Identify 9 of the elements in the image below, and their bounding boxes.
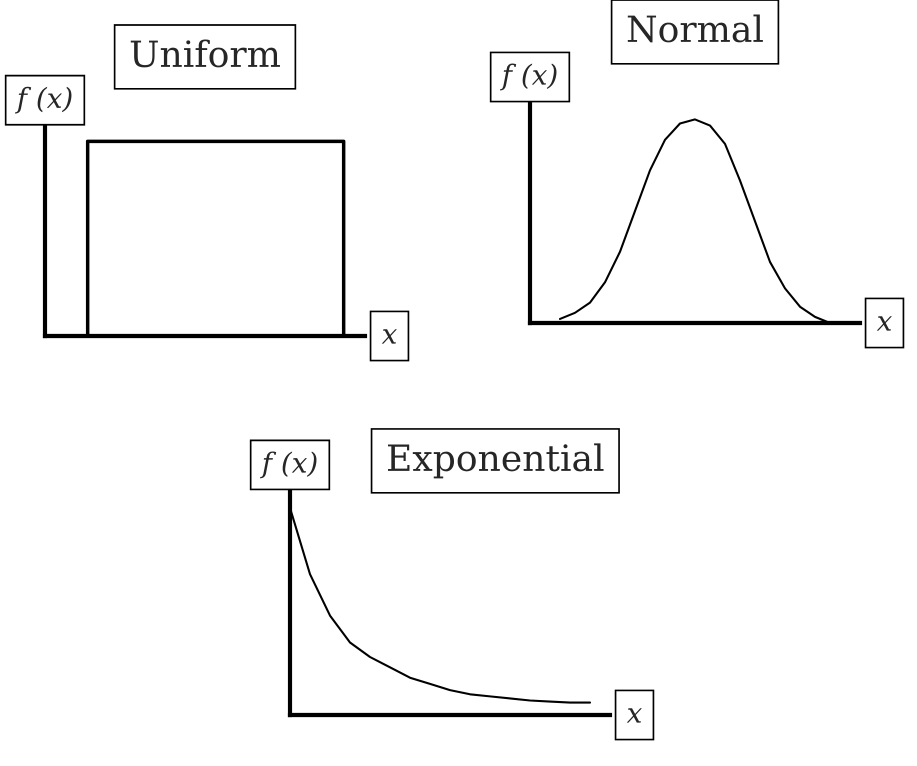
chart-title: Exponential — [388, 443, 604, 478]
y-axis-title: f (x) — [15, 86, 72, 114]
x-axis-title: x — [876, 316, 892, 331]
x-axis-title: x — [382, 329, 397, 344]
chart-title: Uniform — [130, 39, 280, 68]
x-axis-title: x — [626, 708, 642, 723]
y-axis-title: f (x) — [260, 451, 316, 478]
chart-title: Normal — [628, 14, 763, 42]
y-axis-title: f (x) — [500, 64, 556, 90]
